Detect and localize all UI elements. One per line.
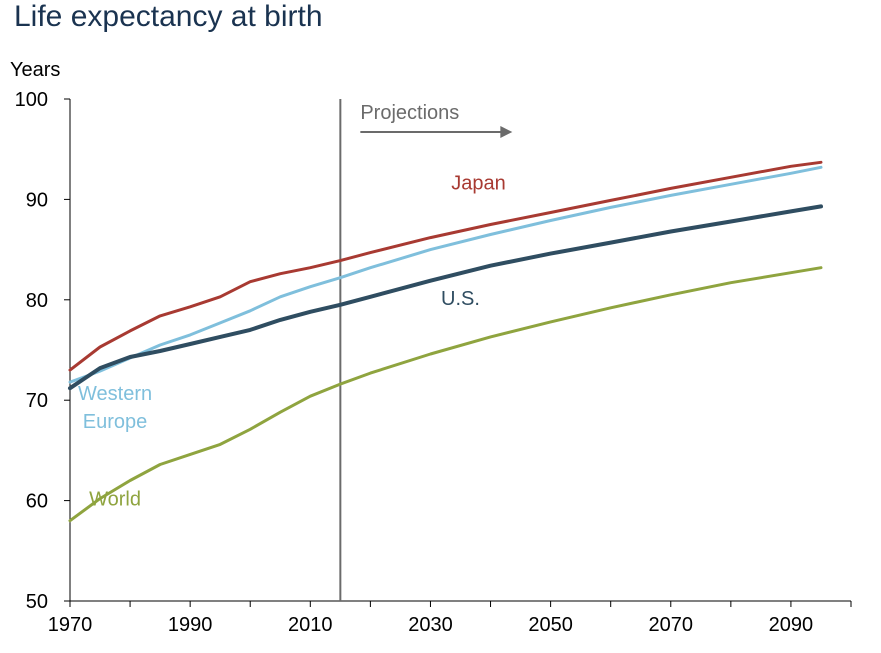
series-label-line: World bbox=[89, 489, 141, 511]
y-tick-label: 80 bbox=[26, 290, 48, 312]
series-labels: Japan Western Europe U.S. World bbox=[78, 172, 506, 510]
x-tick-label: 1970 bbox=[48, 614, 93, 636]
projection-arrow-head bbox=[500, 126, 513, 138]
x-tick-label: 1990 bbox=[168, 614, 213, 636]
projection-marker: Projections bbox=[339, 99, 513, 601]
y-tick-label: 100 bbox=[15, 89, 48, 111]
series-label-line: Japan bbox=[451, 172, 506, 194]
series-lines bbox=[68, 160, 823, 523]
x-tick-label: 2070 bbox=[649, 614, 694, 636]
series-label-line: U.S. bbox=[441, 288, 480, 310]
y-tick-label: 50 bbox=[26, 591, 48, 613]
y-tick-label: 70 bbox=[26, 390, 48, 412]
y-axis-label: Years bbox=[10, 59, 60, 81]
series-label-japan: Japan bbox=[451, 172, 506, 194]
series-label-western-europe: Western Europe bbox=[78, 383, 152, 433]
x-tick-label: 2010 bbox=[288, 614, 333, 636]
x-tick-label: 2050 bbox=[528, 614, 573, 636]
series-line-u-s bbox=[68, 204, 823, 391]
axes: 50 60 70 80 90 100 1970 1990 2010 2030 2050 2070 209… bbox=[15, 89, 852, 636]
y-tick-label: 60 bbox=[26, 491, 48, 513]
series-label-line: Western bbox=[78, 383, 152, 405]
x-tick-label: 2090 bbox=[769, 614, 814, 636]
chart-title: Life expectancy at birth bbox=[14, 0, 323, 33]
series-label-u-s: U.S. bbox=[441, 288, 480, 310]
series-line-japan bbox=[68, 160, 823, 372]
series-line-world bbox=[68, 266, 823, 523]
series-label-world: World bbox=[89, 489, 141, 511]
projection-label: Projections bbox=[360, 102, 459, 124]
x-tick-label: 2030 bbox=[408, 614, 453, 636]
series-label-line: Europe bbox=[83, 411, 148, 433]
series-line-western-europe bbox=[68, 165, 823, 384]
y-tick-label: 90 bbox=[26, 189, 48, 211]
